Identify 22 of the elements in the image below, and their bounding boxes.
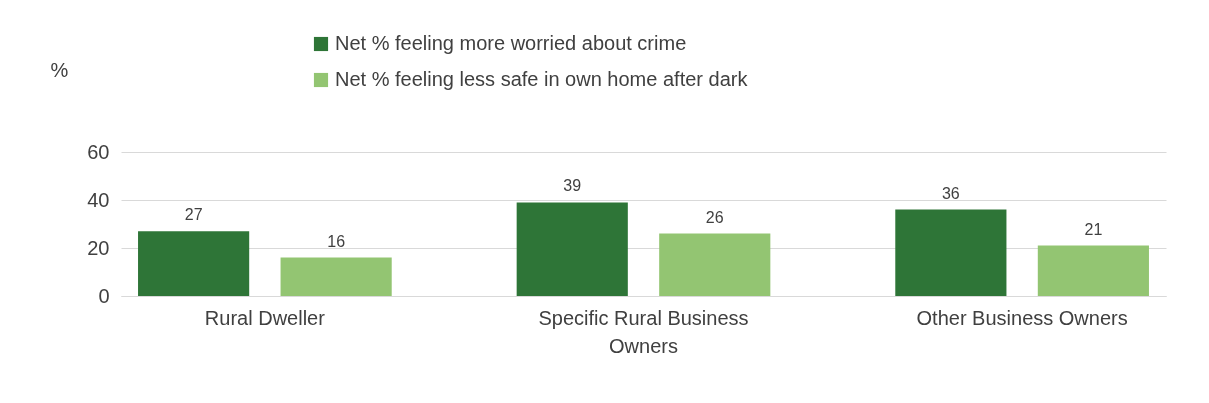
y-tick-label: 40 [87,188,110,211]
y-tick-label: 20 [87,236,110,259]
data-label: 26 [705,208,724,226]
bar [895,209,1007,296]
x-tick-label: Other Business Owners [916,306,1128,329]
bar [280,257,392,296]
x-tick-label: Specific Rural Business Owners [538,306,749,357]
data-label: 39 [563,177,582,195]
bar [138,231,250,296]
y-tick-label: 0 [98,284,110,307]
data-label: 16 [327,232,346,250]
x-tick-label: Rural Dweller [204,306,326,329]
legend-label: Net % feeling less safe in own home after dark [335,68,749,90]
bar [659,233,771,296]
data-label: 21 [1084,220,1103,238]
bar [1037,245,1149,296]
data-label: 27 [184,206,203,224]
bar [516,202,628,296]
y-tick-label: 60 [87,140,110,163]
data-label: 36 [941,184,960,202]
legend-label: Net % feeling more worried about crime [335,32,687,54]
y-axis-title: % [50,58,69,81]
